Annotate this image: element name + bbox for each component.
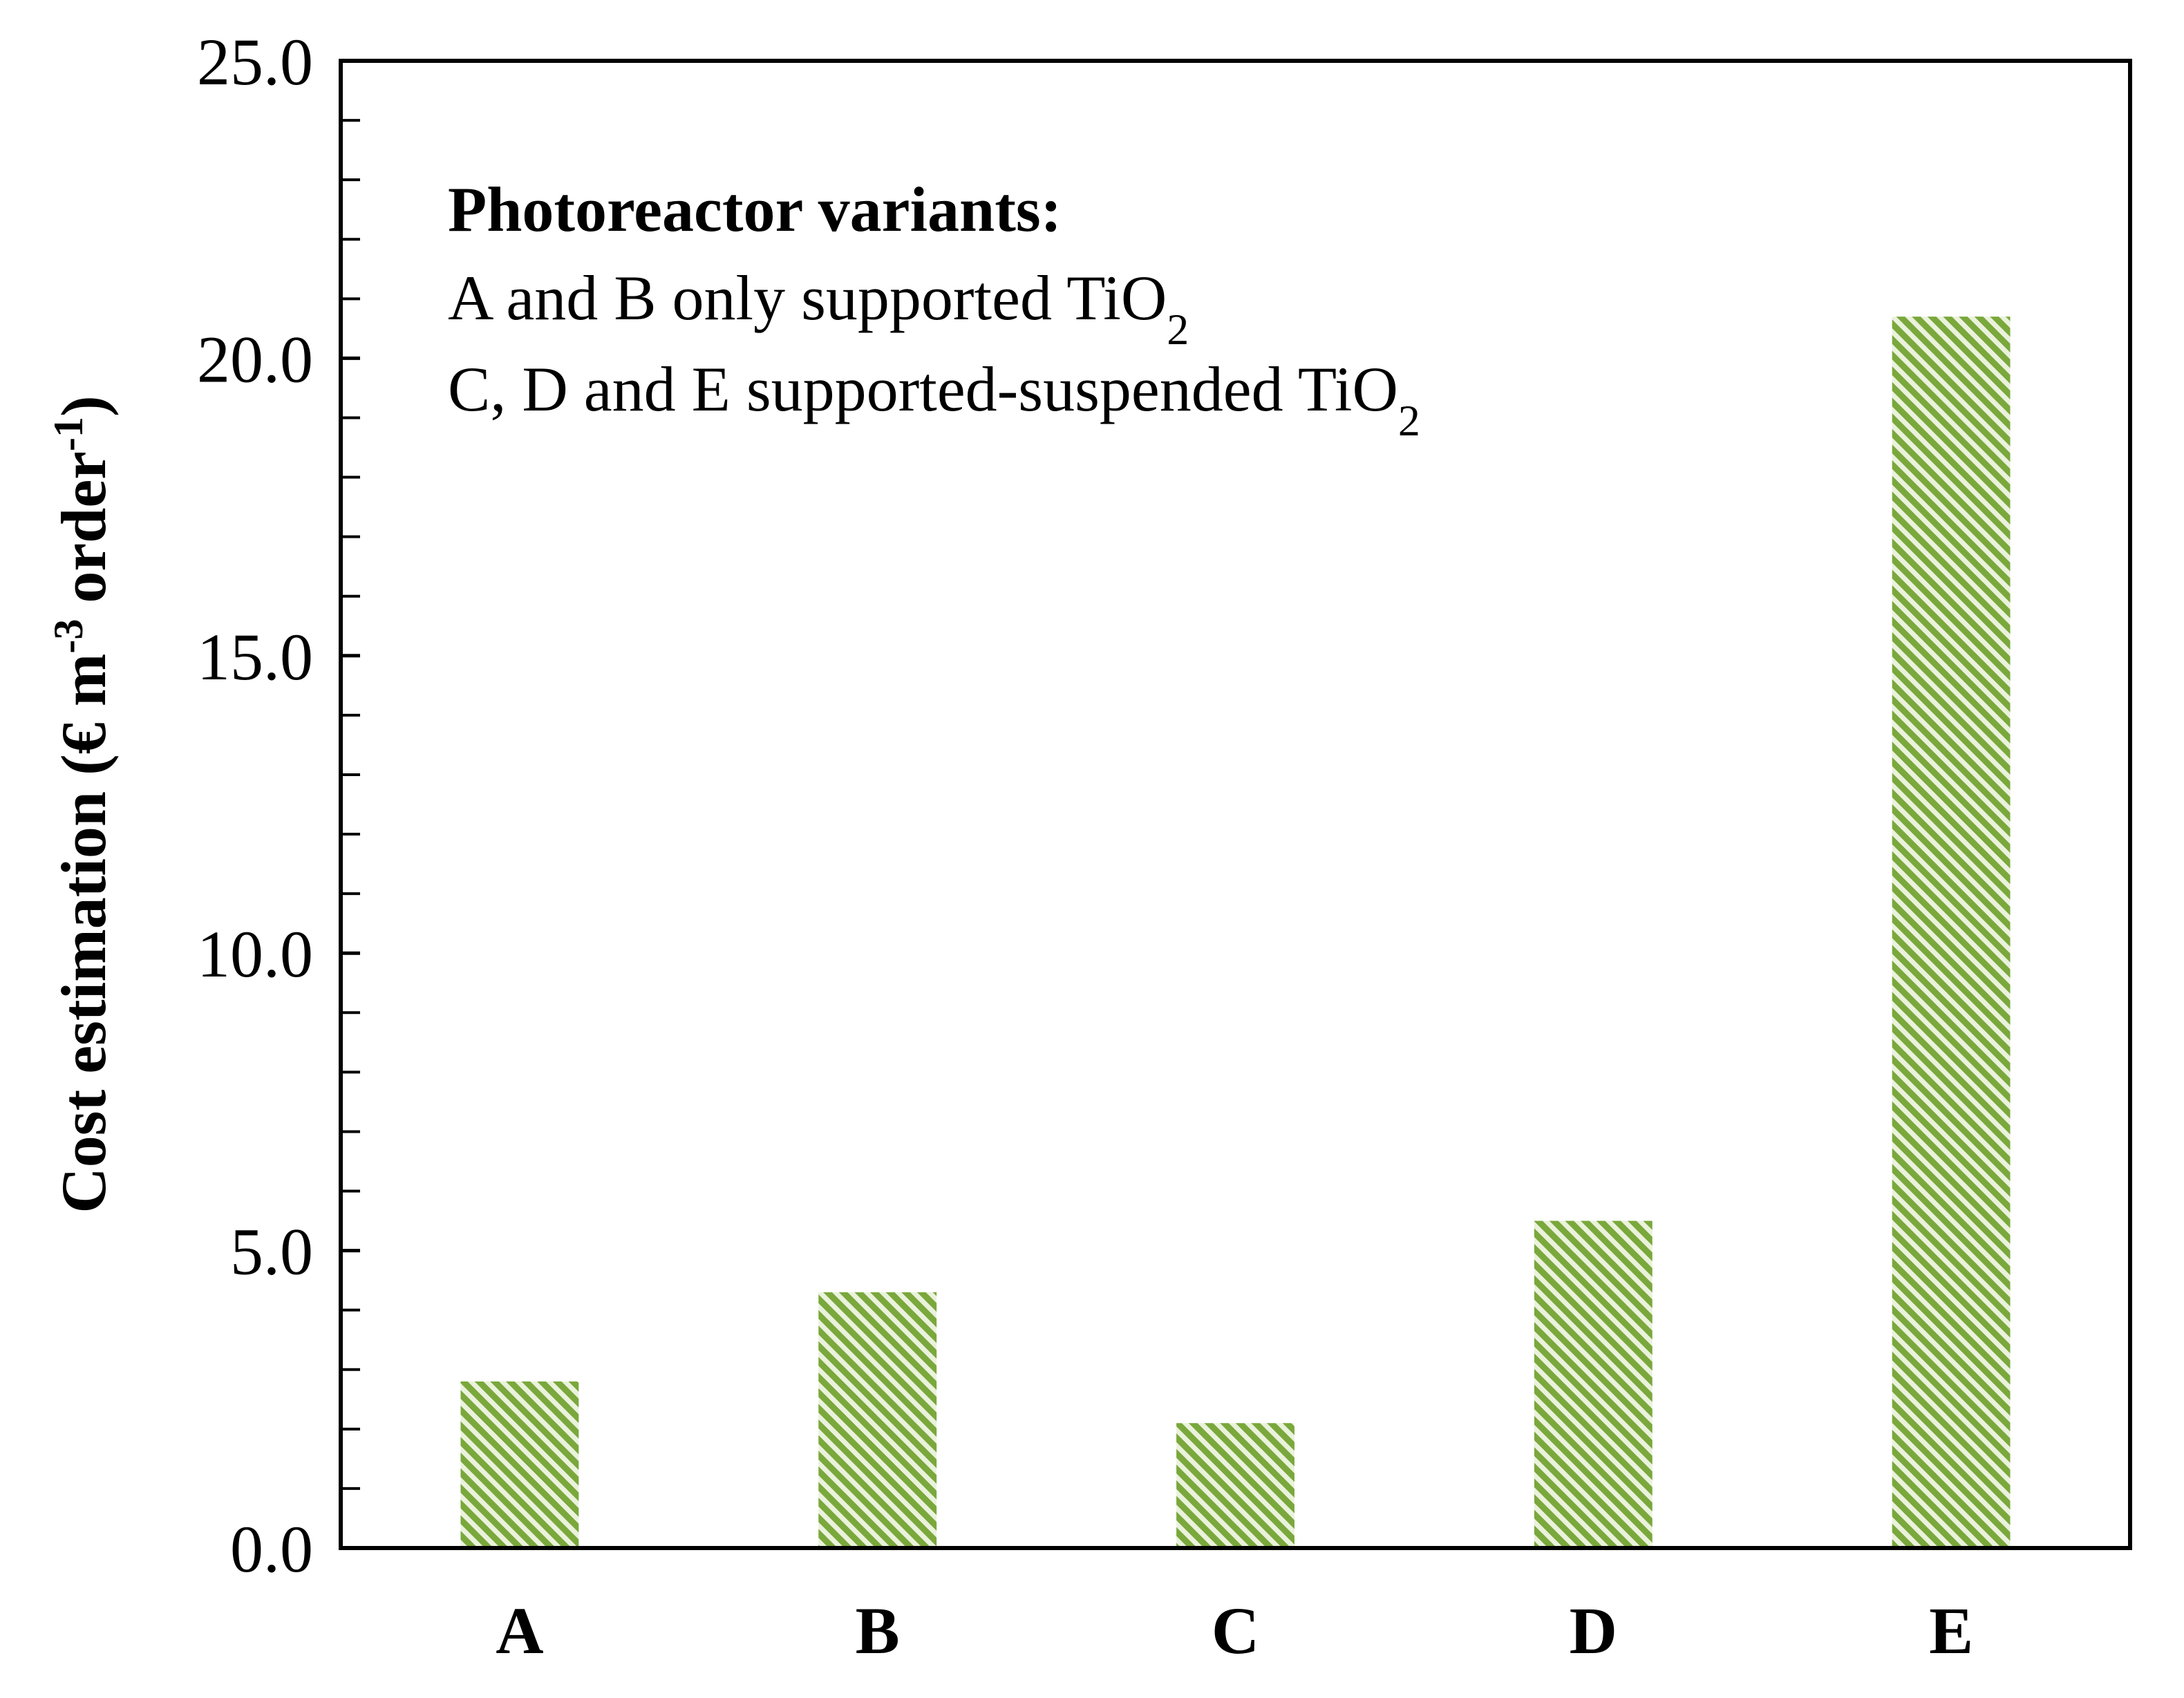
- annotation-title: Photoreactor variants:: [448, 174, 1062, 245]
- y-axis-label-main: Cost estimation (€ m: [48, 654, 119, 1214]
- bar-e: [1892, 317, 2011, 1548]
- y-tick-label: 5.0: [230, 1215, 313, 1289]
- x-labels-group: A B C D E: [496, 1594, 1973, 1668]
- annotation-line-1-text: A and B only supported TiO: [448, 263, 1167, 333]
- x-tick-label-c: C: [1212, 1594, 1259, 1668]
- annotation-line-2-sub: 2: [1398, 396, 1420, 445]
- y-axis-label-sup1: -3: [46, 619, 91, 654]
- x-tick-label-e: E: [1929, 1594, 1973, 1668]
- y-axis-label-end: ): [48, 395, 119, 417]
- y-tick-label: 25.0: [197, 25, 313, 99]
- bar-a: [460, 1381, 579, 1548]
- y-tick-label: 0.0: [230, 1512, 313, 1586]
- bar-c: [1176, 1423, 1295, 1548]
- y-axis-label-sup2: -1: [46, 417, 91, 451]
- bar-d: [1534, 1220, 1653, 1548]
- bar-b: [818, 1292, 937, 1548]
- bars-group: [460, 317, 2011, 1548]
- y-tick-label: 15.0: [197, 620, 313, 694]
- x-tick-label-a: A: [496, 1594, 543, 1668]
- annotation-line-2-text: C, D and E supported-suspended TiO: [448, 354, 1398, 424]
- annotation-line-1-sub: 2: [1167, 305, 1189, 354]
- y-tick-label: 20.0: [197, 322, 313, 396]
- x-tick-label-b: B: [856, 1594, 900, 1668]
- annotation: Photoreactor variants: A and B only supp…: [448, 174, 1420, 445]
- annotation-line-2: C, D and E supported-suspended TiO2: [448, 354, 1420, 445]
- y-ticks-group: 0.0 5.0 10.0 15.0 20.0 25.0: [197, 25, 360, 1586]
- annotation-line-1: A and B only supported TiO2: [448, 263, 1189, 354]
- y-axis-label: Cost estimation (€ m-3 order-1): [46, 395, 119, 1213]
- y-tick-label: 10.0: [197, 917, 313, 991]
- plot-frame: [339, 59, 2132, 1550]
- x-tick-label-d: D: [1570, 1594, 1617, 1668]
- y-axis-label-mid: order: [48, 451, 119, 619]
